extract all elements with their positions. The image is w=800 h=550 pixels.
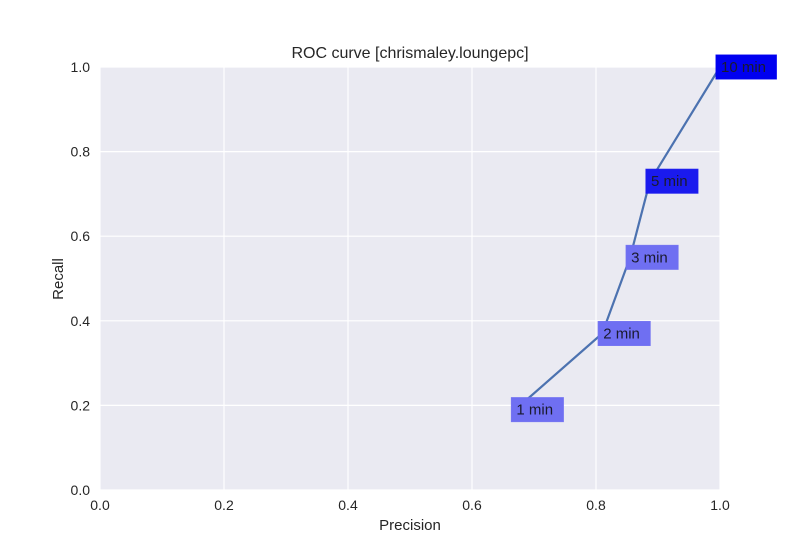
x-tick-label: 1.0 [710,497,730,513]
annotation-label: 10 min [721,59,766,76]
x-tick-label: 0.8 [586,497,606,513]
annotation-label: 2 min [603,325,640,342]
point-annotation: 5 min [645,168,699,194]
x-tick-label: 0.0 [90,497,110,513]
y-tick-label: 0.8 [71,144,91,160]
y-tick-label: 0.2 [71,397,91,413]
point-annotation: 1 min [510,397,564,423]
x-tick-label: 0.4 [338,497,358,513]
point-annotation: 10 min [715,54,777,80]
y-tick-label: 0.6 [71,228,91,244]
y-axis-label: Recall [50,258,67,300]
annotation-label: 5 min [651,173,688,190]
annotation-label: 1 min [516,402,553,419]
grid [99,66,721,491]
point-annotation: 2 min [597,320,651,346]
annotation-box [625,244,679,270]
x-tick-label: 0.6 [462,497,482,513]
plot-background [100,67,720,490]
y-tick-label: 1.0 [71,59,91,75]
annotations: 1 min 2 min 3 min 5 min 10 min [510,54,777,423]
annotation-label: 3 min [631,249,668,266]
y-tick-label: 0.0 [71,482,91,498]
x-tick-label: 0.2 [214,497,234,513]
y-ticks: 0.0 0.2 0.4 0.6 0.8 1.0 [71,59,91,498]
x-axis-label: Precision [379,517,441,534]
annotation-box [645,168,699,194]
x-ticks: 0.0 0.2 0.4 0.6 0.8 1.0 [90,497,730,513]
point-annotation: 3 min [625,244,679,270]
annotation-box [597,320,651,346]
annotation-box [510,397,564,423]
annotation-box [715,54,777,80]
y-tick-label: 0.4 [71,313,91,329]
chart-title: ROC curve [chrismaley.loungepc] [291,45,528,62]
